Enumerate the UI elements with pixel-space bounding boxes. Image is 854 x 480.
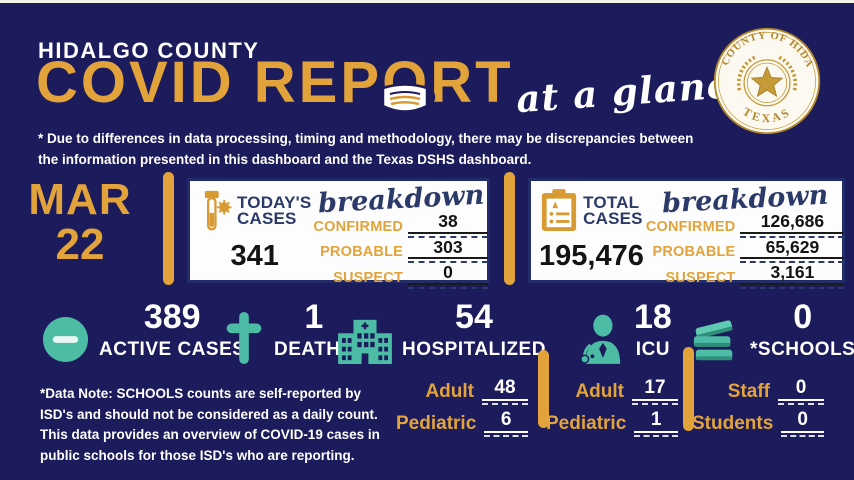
disclaimer-line-2: the information presented in this dashbo… — [38, 151, 532, 167]
hospitalized-breakdown: Adult 48 Pediatric 6 — [396, 378, 528, 437]
icu-value: 18 — [634, 298, 672, 336]
schools-breakdown: Staff 0 Students 0 — [692, 378, 824, 437]
suspect-value: 0 — [408, 264, 489, 285]
doctor-icon — [580, 314, 621, 364]
disclaimer: * Due to differences in data processing,… — [38, 129, 693, 171]
seal-bottom-text: TEXAS — [740, 104, 790, 125]
data-note-line-4: public schools for those ISD's who are r… — [40, 447, 355, 463]
test-tube-icon — [204, 190, 232, 231]
page-title: COVID REPO RT — [36, 54, 514, 113]
data-note: *Data Note: SCHOOLS counts are self-repo… — [40, 384, 380, 466]
disclaimer-line-1: * Due to differences in data processing,… — [38, 131, 694, 146]
face-mask-icon — [374, 83, 436, 113]
report-day: 22 — [55, 219, 105, 269]
todays-cases-total: 341 — [230, 240, 279, 272]
deaths-value: 1 — [304, 298, 324, 336]
icu-adult-row: Adult 17 — [546, 378, 678, 405]
hospitalized-adult-value: 48 — [482, 378, 528, 401]
county-label: HIDALGO COUNTY — [38, 38, 260, 63]
title-post: RT — [430, 50, 514, 115]
svg-text:TEXAS: TEXAS — [740, 104, 793, 125]
todays-cases-card: TODAY'S CASES 341 breakdown CONFIRMED 38… — [187, 178, 490, 286]
confirmed-value: 126,686 — [740, 213, 845, 234]
icu-pediatric-row: Pediatric 1 — [546, 410, 678, 437]
total-cases-card: TOTAL CASES 195,476 breakdown CONFIRMED … — [528, 178, 845, 286]
stat-active-cases: 389 ACTIVE CASES — [42, 298, 246, 363]
clipboard-icon — [542, 189, 577, 231]
hospitalized-pediatric-row: Pediatric 6 — [396, 410, 528, 437]
hospital-icon — [338, 319, 392, 364]
title-pre: COVID REP — [36, 50, 383, 115]
schools-students-row: Students 0 — [692, 410, 824, 437]
icu-adult-value: 17 — [632, 378, 678, 401]
breakdown-script-label: breakdown — [316, 179, 485, 220]
hospitalized-label: HOSPITALIZED — [402, 339, 546, 360]
active-cases-label: ACTIVE CASES — [99, 339, 246, 360]
deaths-label: DEATHS — [274, 339, 354, 360]
icu-pediatric-value: 1 — [634, 410, 678, 433]
breakdown-script-label: breakdown — [661, 179, 829, 220]
confirmed-value: 38 — [408, 213, 489, 234]
schools-staff-value: 0 — [778, 378, 824, 401]
title-o-with-mask: O — [374, 54, 436, 113]
minus-circle-icon — [42, 316, 89, 363]
active-cases-value: 389 — [143, 298, 201, 336]
seal-star-wreath — [736, 55, 798, 107]
divider-bar — [504, 172, 515, 285]
icu-label: ICU — [635, 339, 671, 360]
todays-cases-label: TODAY'S CASES — [237, 192, 312, 228]
data-note-line-2: ISD's and should not be considered as a … — [40, 406, 378, 422]
breakdown-row-confirmed: CONFIRMED 38 — [313, 213, 489, 238]
schools-students-value: 0 — [781, 410, 824, 433]
divider-bar — [163, 172, 174, 285]
suspect-value: 3,161 — [740, 264, 845, 285]
divider-bar — [683, 347, 694, 431]
divider-bar — [538, 350, 549, 428]
breakdown-row-probable: PROBABLE 303 — [313, 238, 489, 264]
hospitalized-value: 54 — [455, 298, 493, 336]
schools-staff-row: Staff 0 — [692, 378, 824, 405]
top-border-strip — [0, 0, 854, 3]
hospitalized-pediatric-value: 6 — [484, 410, 528, 433]
stat-deaths: 1 DEATHS — [224, 298, 354, 365]
data-note-line-3: This data provides an overview of COVID-… — [40, 427, 380, 443]
breakdown-row-suspect: SUSPECT 0 — [313, 264, 489, 289]
hospitalized-adult-row: Adult 48 — [396, 378, 528, 405]
stat-icu: 18 ICU — [578, 298, 672, 364]
breakdown-row-probable: PROBABLE 65,629 — [646, 238, 845, 264]
total-cases-label: TOTAL CASES — [583, 192, 643, 228]
schools-label: *SCHOOLS — [750, 339, 854, 360]
breakdown-row-confirmed: CONFIRMED 126,686 — [646, 213, 845, 238]
stat-hospitalized: 54 HOSPITALIZED — [338, 298, 546, 364]
books-stack-icon — [693, 320, 733, 361]
data-note-line-1: *Data Note: SCHOOLS counts are self-repo… — [40, 386, 362, 401]
total-cases-total: 195,476 — [539, 240, 644, 272]
probable-value: 65,629 — [740, 238, 845, 260]
probable-value: 303 — [408, 238, 489, 260]
schools-value: 0 — [793, 298, 813, 336]
breakdown-row-suspect: SUSPECT 3,161 — [646, 264, 845, 289]
stat-schools: 0 *SCHOOLS — [690, 300, 854, 361]
report-month: MAR — [28, 175, 132, 224]
report-date: MAR 22 — [0, 175, 160, 269]
cross-icon — [226, 311, 262, 365]
county-seal: THE COUNTY OF HIDALGO TEXAS — [712, 26, 821, 135]
icu-breakdown: Adult 17 Pediatric 1 — [546, 378, 678, 437]
